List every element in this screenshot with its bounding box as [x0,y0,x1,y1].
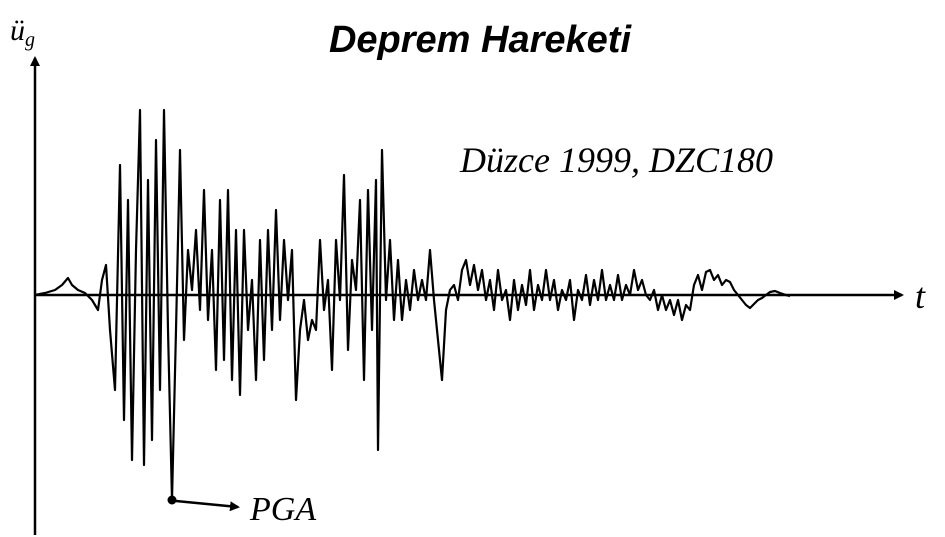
title: Deprem Hareketi [329,19,632,61]
y-axis-label: üg [10,14,35,51]
pga-point [167,495,177,505]
waveform [34,108,791,502]
y-label-subscript: g [25,29,35,51]
annotation: Düzce 1999, DZC180 [459,140,773,180]
x-axis-label: t [915,276,926,316]
pga-label: PGA [249,491,316,528]
y-label-base: ü [10,14,25,47]
pga-arrow [175,499,240,512]
